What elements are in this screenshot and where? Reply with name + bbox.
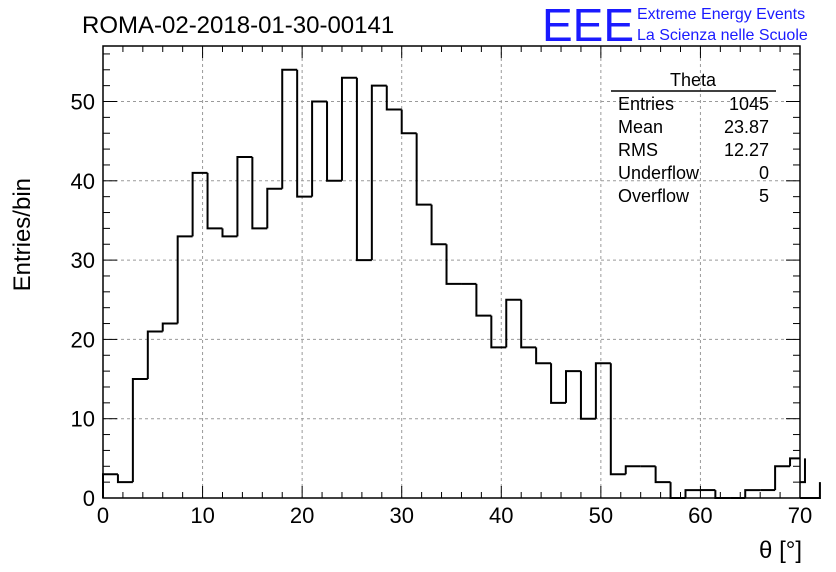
histogram-bin	[400, 109, 417, 135]
axis-ticks	[102, 46, 801, 499]
histogram-bin	[191, 171, 208, 237]
histogram-bin	[370, 84, 387, 261]
x-axis-title: θ [°]	[759, 537, 802, 564]
x-tick-label: 50	[589, 503, 613, 528]
histogram-bin	[430, 204, 447, 246]
histogram-bin	[266, 187, 283, 229]
histogram-bin	[251, 157, 268, 230]
y-tick-label: 30	[71, 248, 95, 273]
histogram-bin	[311, 100, 328, 197]
histogram-bin	[505, 298, 522, 348]
histogram-bin	[146, 330, 163, 380]
x-tick-label: 10	[190, 503, 214, 528]
histogram-bin	[296, 69, 313, 198]
chart-title: ROMA-02-2018-01-30-00141	[82, 12, 394, 39]
logo-line2: La Scienza nelle Scuole	[637, 27, 808, 44]
stats-title: Theta	[670, 70, 717, 90]
histogram-bin	[594, 362, 611, 419]
stats-label: Underflow	[618, 163, 700, 183]
y-axis-title: Entries/bin	[9, 178, 36, 291]
histogram-bin	[131, 378, 148, 483]
stats-value: 1045	[729, 94, 769, 114]
histogram-bin	[624, 465, 641, 475]
histogram-bin	[206, 172, 223, 230]
logo-line1: Extreme Energy Events	[637, 6, 805, 23]
histogram-bin	[445, 244, 462, 285]
histogram-bin	[355, 77, 372, 262]
histogram-bin	[520, 299, 537, 349]
histogram-bin	[475, 283, 492, 317]
histogram-bin	[340, 76, 357, 181]
histogram-bin	[550, 363, 567, 404]
logo-mark: EEE	[542, 0, 634, 51]
stats-value: 12.27	[724, 140, 769, 160]
stats-value: 0	[759, 163, 769, 183]
stats-value: 5	[759, 186, 769, 206]
histogram-bin	[102, 473, 118, 498]
x-tick-label: 20	[290, 503, 314, 528]
stats-label: Entries	[618, 94, 674, 114]
histogram-bin	[326, 101, 342, 182]
histogram-bin	[800, 458, 806, 484]
histogram-bin	[744, 489, 761, 498]
stats-box: Theta Entries 1045 Mean 23.87 RMS 12.27 Underf…	[611, 70, 776, 206]
histogram-bin	[565, 370, 581, 403]
grid	[103, 46, 800, 498]
y-tick-label: 50	[71, 90, 95, 115]
histogram-bin	[579, 371, 596, 420]
stats-label: Mean	[618, 117, 663, 137]
histogram-bars	[102, 68, 821, 499]
histogram-bin	[669, 482, 686, 499]
x-tick-label: 70	[788, 503, 812, 528]
histogram-bin	[176, 235, 193, 324]
stats-label: RMS	[618, 140, 658, 160]
histogram-bin	[490, 315, 507, 349]
x-tick-label: 30	[389, 503, 413, 528]
eee-logo: EEE Extreme Energy Events La Scienza nel…	[542, 0, 808, 51]
histogram-bin	[774, 465, 791, 491]
histogram-bin	[116, 474, 133, 484]
y-tick-labels: 0 10 20 30 40 50	[71, 90, 95, 511]
histogram-bin	[684, 489, 701, 498]
histogram-bin	[654, 466, 671, 484]
histogram-bin	[714, 490, 731, 499]
histogram-bin	[161, 322, 178, 332]
histogram-bin	[281, 68, 298, 189]
stats-value: 23.87	[724, 117, 769, 137]
histogram-bin	[535, 347, 552, 365]
histogram-bin	[789, 457, 800, 467]
histogram-bin	[385, 85, 402, 111]
x-tick-label: 60	[688, 503, 712, 528]
histogram-bin	[800, 482, 821, 499]
stats-rows: Entries 1045 Mean 23.87 RMS 12.27 Underflow 0 Ov…	[618, 94, 769, 206]
x-tick-label: 0	[97, 503, 109, 528]
stats-label: Overflow	[618, 186, 690, 206]
y-tick-label: 0	[83, 486, 95, 511]
histogram-bin	[236, 156, 253, 237]
histogram-bin	[609, 363, 626, 476]
y-tick-label: 40	[71, 169, 95, 194]
x-tick-label: 40	[489, 503, 513, 528]
plot-frame	[102, 45, 801, 499]
y-tick-label: 20	[71, 327, 95, 352]
histogram-bin	[221, 228, 238, 238]
x-tick-labels: 0 10 20 30 40 50 60 70	[97, 503, 812, 528]
y-tick-label: 10	[71, 407, 95, 432]
histogram-bin	[415, 133, 432, 206]
